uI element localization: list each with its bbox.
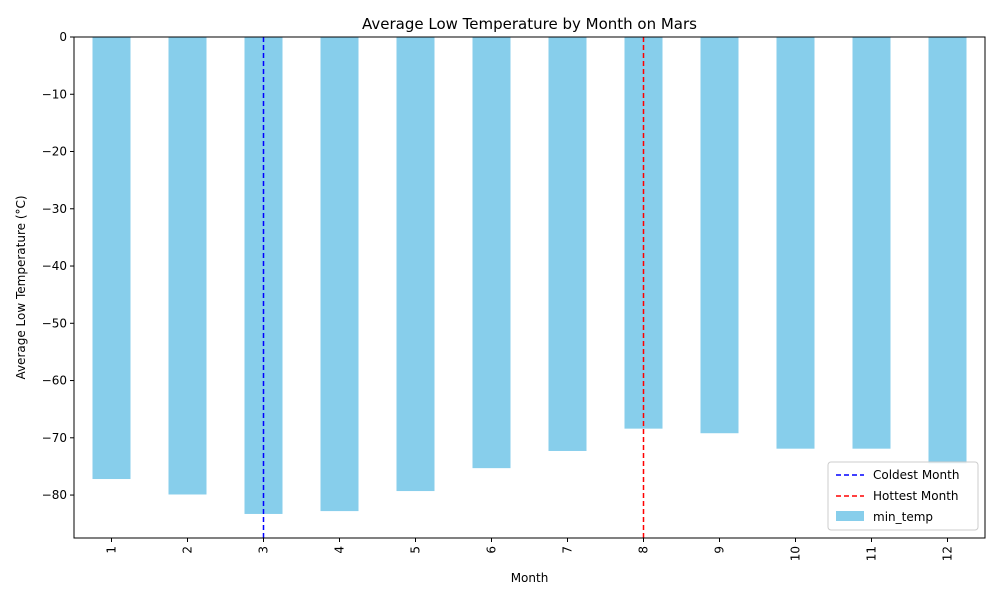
y-tick-label: −60 — [42, 374, 67, 388]
x-tick-label: 6 — [485, 546, 499, 554]
legend-label-min-temp: min_temp — [873, 510, 933, 524]
y-axis-label: Average Low Temperature (°C) — [14, 195, 28, 379]
bar-month-9 — [700, 37, 739, 434]
x-tick-label: 1 — [105, 546, 119, 554]
x-axis-label: Month — [511, 571, 549, 585]
legend-swatch-min-temp — [836, 511, 864, 521]
x-tick-label: 4 — [333, 546, 347, 554]
bars-group — [92, 37, 967, 514]
legend-label-hottest: Hottest Month — [873, 489, 959, 503]
x-tick-label: 2 — [181, 546, 195, 554]
reference-lines-group — [262, 37, 645, 538]
bar-month-7 — [548, 37, 587, 451]
legend: Coldest Month Hottest Month min_temp — [827, 461, 979, 531]
y-tick-label: −70 — [42, 431, 67, 445]
bar-month-6 — [472, 37, 511, 469]
chart-title: Average Low Temperature by Month on Mars — [362, 15, 697, 33]
x-tick-label: 7 — [561, 546, 575, 554]
y-tick-label: −10 — [42, 87, 67, 101]
bar-month-1 — [92, 37, 131, 480]
bar-month-3 — [244, 37, 283, 514]
bar-month-5 — [396, 37, 435, 492]
x-tick-label: 11 — [865, 546, 879, 561]
x-tick-label: 9 — [713, 546, 727, 554]
x-axis-ticks: 1 2 3 4 5 6 7 8 9 10 11 12 — [105, 538, 955, 561]
bar-month-10 — [776, 37, 815, 449]
x-tick-label: 10 — [789, 546, 803, 561]
y-tick-label: −30 — [42, 202, 67, 216]
legend-label-coldest: Coldest Month — [873, 468, 959, 482]
x-tick-label: 12 — [941, 546, 955, 561]
x-tick-label: 8 — [637, 546, 651, 554]
legend-box — [827, 461, 979, 531]
y-tick-label: −20 — [42, 145, 67, 159]
bar-month-12 — [928, 37, 967, 464]
y-tick-label: −80 — [42, 488, 67, 502]
x-tick-label: 5 — [409, 546, 423, 554]
bar-month-11 — [852, 37, 891, 449]
x-tick-label: 3 — [257, 546, 271, 554]
bar-month-4 — [320, 37, 359, 512]
bar-month-2 — [168, 37, 207, 495]
y-tick-label: −50 — [42, 316, 67, 330]
plot-frame — [73, 36, 986, 539]
y-tick-label: −40 — [42, 259, 67, 273]
y-tick-label: 0 — [59, 30, 67, 44]
y-axis-ticks: 0 −10 −20 −30 −40 −50 −60 −70 −80 — [42, 30, 74, 502]
